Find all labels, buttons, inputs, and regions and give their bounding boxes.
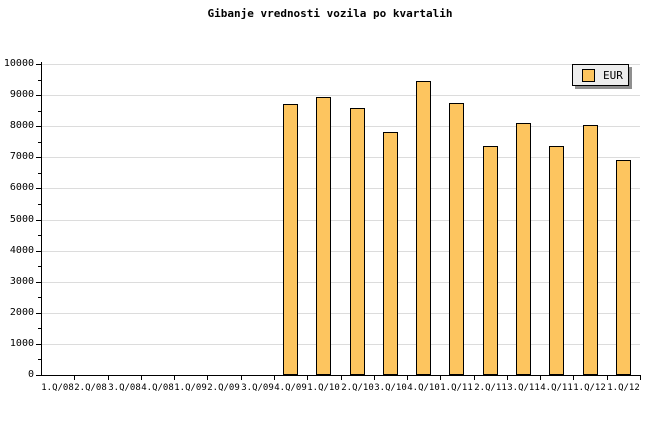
x-tick: [341, 376, 342, 380]
x-tick: [640, 376, 641, 380]
y-axis-label: 3000: [9, 276, 34, 287]
x-axis-label: 1.Q/10: [307, 383, 340, 393]
y-axis-label: 1000: [9, 338, 34, 349]
x-tick: [74, 376, 75, 380]
x-tick: [407, 376, 408, 380]
y-gridline: [41, 188, 640, 189]
x-axis-label: 1.Q/08: [41, 383, 74, 393]
y-axis-label: 9000: [9, 89, 34, 100]
y-axis-label: 8000: [9, 120, 34, 131]
x-tick: [241, 376, 242, 380]
x-axis-label: 1.Q/12: [607, 383, 640, 393]
y-gridline: [41, 64, 640, 65]
x-axis-label: 4.Q/08: [141, 383, 174, 393]
y-axis-label: 2000: [9, 307, 34, 318]
y-tick-major: [36, 220, 41, 221]
y-tick-major: [36, 157, 41, 158]
x-tick: [274, 376, 275, 380]
y-gridline: [41, 220, 640, 221]
x-axis-label: 3.Q/08: [108, 383, 141, 393]
y-tick-minor: [38, 235, 41, 236]
x-tick: [474, 376, 475, 380]
y-gridline: [41, 126, 640, 127]
y-tick-minor: [38, 204, 41, 205]
y-axis-label: 4000: [9, 245, 34, 256]
y-axis-label: 6000: [9, 182, 34, 193]
y-tick-minor: [38, 266, 41, 267]
bar: [516, 123, 531, 375]
x-axis-label: 4.Q/09: [274, 383, 307, 393]
bar: [316, 97, 331, 375]
x-tick: [207, 376, 208, 380]
y-tick-major: [36, 313, 41, 314]
x-tick: [174, 376, 175, 380]
x-axis-label: 1.Q/11: [440, 383, 473, 393]
x-tick: [507, 376, 508, 380]
x-axis-label: 1.Q/12: [573, 383, 606, 393]
y-gridline: [41, 95, 640, 96]
x-axis-label: 2.Q/08: [74, 383, 107, 393]
legend-swatch-eur: [582, 68, 595, 82]
y-gridline: [41, 251, 640, 252]
y-tick-major: [36, 188, 41, 189]
y-tick-major: [36, 344, 41, 345]
x-tick: [573, 376, 574, 380]
x-axis-line: [41, 375, 641, 376]
y-tick-major: [36, 251, 41, 252]
x-axis-label: 2.Q/09: [207, 383, 240, 393]
y-tick-minor: [38, 359, 41, 360]
x-tick: [307, 376, 308, 380]
y-gridline: [41, 313, 640, 314]
x-axis-label: 2.Q/11: [474, 383, 507, 393]
y-tick-major: [36, 126, 41, 127]
x-tick: [540, 376, 541, 380]
x-axis-label: 2.Q/10: [341, 383, 374, 393]
bar: [416, 81, 431, 375]
y-axis-label: 0: [27, 369, 34, 380]
x-axis-label: 3.Q/09: [241, 383, 274, 393]
legend-label: EUR: [603, 68, 623, 82]
y-tick-major: [36, 375, 41, 376]
x-axis-label: 1.Q/09: [174, 383, 207, 393]
y-gridline: [41, 157, 640, 158]
y-tick-minor: [38, 142, 41, 143]
y-gridline: [41, 344, 640, 345]
y-tick-minor: [38, 297, 41, 298]
y-tick-minor: [38, 111, 41, 112]
bar: [350, 108, 365, 375]
y-tick-minor: [38, 80, 41, 81]
bar: [283, 104, 298, 375]
legend: EUR: [572, 64, 629, 86]
bar: [549, 146, 564, 375]
y-tick-major: [36, 282, 41, 283]
y-axis-label: 7000: [9, 151, 34, 162]
y-tick-minor: [38, 328, 41, 329]
x-tick: [141, 376, 142, 380]
x-tick: [374, 376, 375, 380]
x-axis-label: 3.Q/11: [507, 383, 540, 393]
x-axis-label: 4.Q/10: [407, 383, 440, 393]
y-tick-minor: [38, 173, 41, 174]
y-gridline: [41, 282, 640, 283]
bar: [483, 146, 498, 375]
bar: [616, 160, 631, 375]
bar: [383, 132, 398, 375]
chart-title: Gibanje vrednosti vozila po kvartalih: [207, 7, 453, 20]
y-axis-label: 10000: [3, 58, 34, 69]
bar: [449, 103, 464, 375]
x-tick: [440, 376, 441, 380]
bar: [583, 125, 598, 375]
y-axis-line: [41, 62, 42, 376]
y-tick-major: [36, 95, 41, 96]
x-axis-label: 4.Q/11: [540, 383, 573, 393]
y-axis-label: 5000: [9, 214, 34, 225]
y-tick-major: [36, 64, 41, 65]
x-axis-label: 3.Q/10: [374, 383, 407, 393]
x-tick: [108, 376, 109, 380]
x-tick: [607, 376, 608, 380]
